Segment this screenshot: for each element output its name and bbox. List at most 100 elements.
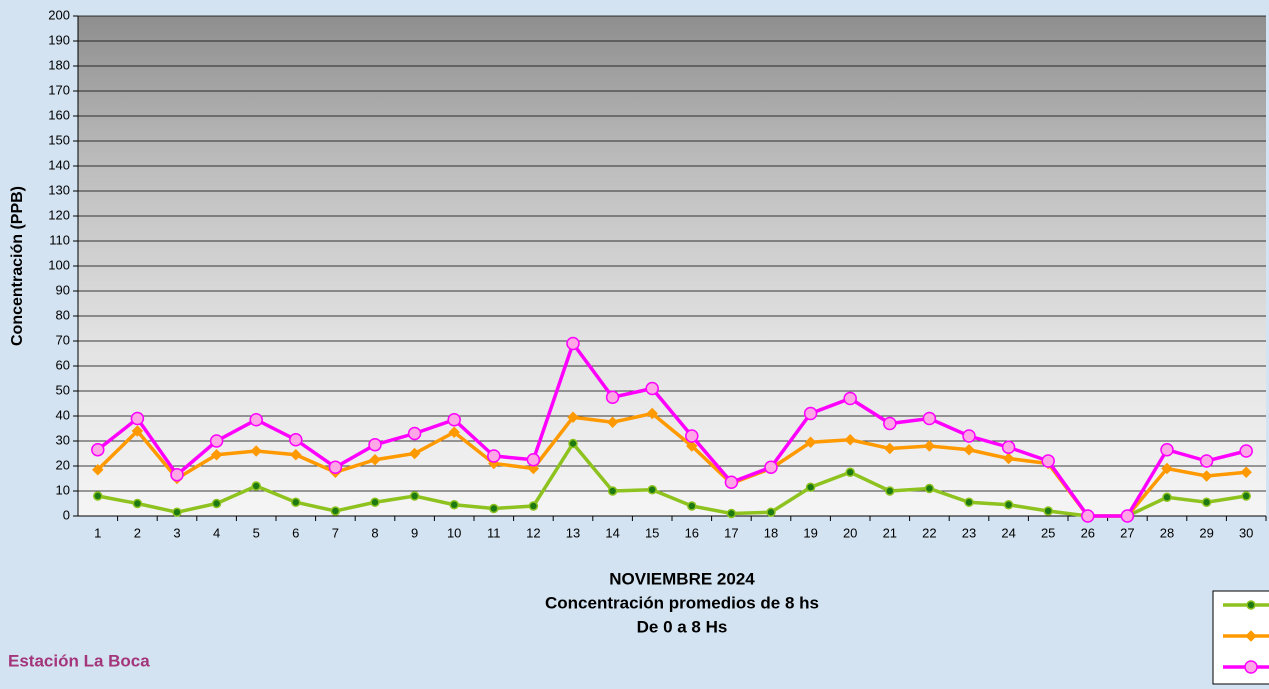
- marker: [330, 506, 341, 516]
- y-tick-label: 0: [63, 507, 70, 522]
- x-tick-label: 30: [1239, 525, 1253, 540]
- marker: [686, 440, 698, 452]
- y-tick-label: 90: [56, 282, 70, 297]
- marker: [249, 413, 263, 427]
- marker: [1201, 497, 1212, 507]
- chart-subtitle: De 0 a 8 Hs: [637, 617, 728, 636]
- series-line: [96, 339, 1247, 518]
- x-tick-label: 21: [883, 525, 897, 540]
- marker: [963, 444, 975, 456]
- marker: [568, 438, 578, 449]
- marker: [131, 425, 144, 437]
- marker: [489, 503, 499, 514]
- marker: [647, 485, 657, 495]
- station-label: Estación La Boca: [8, 651, 150, 670]
- marker: [923, 440, 936, 452]
- x-tick-label: 10: [447, 525, 461, 540]
- marker: [645, 381, 659, 396]
- x-tick-label: 18: [764, 525, 778, 540]
- y-tick-label: 130: [48, 182, 70, 197]
- marker: [211, 498, 222, 509]
- marker: [964, 497, 974, 507]
- marker: [1120, 509, 1135, 523]
- marker: [804, 436, 817, 448]
- marker: [1002, 452, 1015, 465]
- marker: [1162, 492, 1172, 502]
- marker: [883, 416, 897, 431]
- x-tick-label: 15: [645, 525, 659, 540]
- y-tick-label: 150: [48, 132, 70, 147]
- x-tick-label: 27: [1120, 525, 1134, 540]
- x-tick-label: 8: [371, 525, 378, 540]
- marker: [1241, 491, 1251, 501]
- marker: [407, 426, 422, 441]
- chart-title: NOVIEMBRE 2024: [609, 569, 755, 588]
- marker: [764, 460, 778, 474]
- y-tick-label: 200: [48, 7, 70, 22]
- marker: [567, 411, 579, 423]
- x-tick-label: 28: [1160, 525, 1174, 540]
- marker: [172, 507, 182, 517]
- marker: [766, 507, 776, 517]
- marker: [447, 413, 461, 427]
- marker: [843, 391, 857, 406]
- marker: [528, 501, 539, 511]
- marker: [1081, 509, 1095, 523]
- x-tick-label: 2: [134, 525, 141, 540]
- marker: [1001, 440, 1016, 454]
- y-tick-label: 10: [56, 482, 70, 497]
- marker: [408, 447, 421, 460]
- marker: [290, 449, 302, 461]
- marker: [566, 336, 580, 351]
- x-tick-label: 26: [1081, 525, 1095, 540]
- marker: [607, 486, 618, 496]
- marker: [1161, 462, 1173, 475]
- marker: [1246, 600, 1256, 610]
- marker: [685, 429, 699, 443]
- y-tick-label: 180: [48, 57, 70, 72]
- y-tick-label: 140: [48, 157, 70, 172]
- marker: [803, 406, 818, 421]
- x-tick-label: 5: [253, 525, 260, 540]
- marker: [885, 486, 895, 496]
- y-tick-label: 120: [48, 207, 70, 222]
- x-tick-label: 22: [922, 525, 936, 540]
- x-tick-label: 14: [605, 525, 619, 540]
- x-tick-label: 6: [292, 525, 299, 540]
- marker: [448, 426, 460, 438]
- marker: [132, 498, 143, 509]
- y-tick-label: 60: [56, 357, 70, 372]
- y-tick-label: 40: [56, 407, 70, 422]
- marker: [845, 467, 855, 477]
- y-tick-label: 110: [49, 232, 70, 247]
- x-tick-label: 17: [724, 525, 738, 540]
- y-axis-label: Concentración (PPB): [9, 186, 26, 346]
- y-tick-label: 50: [56, 382, 70, 397]
- marker: [93, 491, 103, 501]
- marker: [291, 497, 301, 507]
- y-tick-label: 190: [48, 32, 70, 47]
- x-tick-label: 19: [803, 525, 817, 540]
- marker: [1244, 660, 1258, 674]
- marker: [1245, 630, 1257, 642]
- marker: [922, 411, 937, 426]
- x-tick-label: 16: [685, 525, 699, 540]
- marker: [844, 434, 856, 446]
- marker: [1239, 444, 1253, 458]
- marker: [606, 416, 619, 428]
- y-tick-label: 160: [48, 107, 70, 122]
- x-tick-label: 3: [173, 525, 180, 540]
- x-tick-label: 11: [487, 525, 501, 540]
- marker: [210, 449, 223, 461]
- x-tick-label: 9: [411, 525, 418, 540]
- marker: [170, 468, 184, 482]
- y-tick-label: 170: [48, 82, 70, 97]
- marker: [369, 454, 381, 466]
- marker: [526, 453, 541, 467]
- marker: [91, 443, 105, 457]
- marker: [409, 491, 420, 501]
- y-tick-label: 20: [56, 457, 70, 472]
- marker: [1003, 500, 1014, 510]
- marker: [289, 433, 303, 447]
